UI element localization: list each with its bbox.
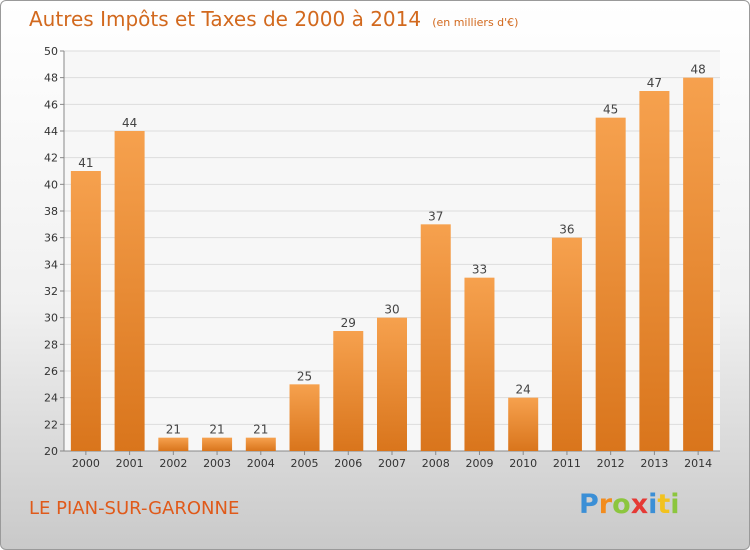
chart-title: Autres Impôts et Taxes de 2000 à 2014 bbox=[29, 7, 422, 31]
bar-2004 bbox=[245, 437, 276, 451]
bar-value-label: 47 bbox=[647, 76, 662, 90]
bar-value-label: 36 bbox=[559, 223, 574, 237]
bar-2012 bbox=[595, 117, 626, 452]
y-tick-label: 46 bbox=[44, 98, 58, 111]
bar-value-label: 30 bbox=[384, 303, 399, 317]
x-tick-label: 2013 bbox=[640, 457, 668, 470]
y-tick-label: 42 bbox=[44, 152, 58, 165]
logo-letter: P bbox=[579, 489, 599, 520]
x-tick-label: 2002 bbox=[159, 457, 187, 470]
bar-2002 bbox=[158, 437, 189, 451]
y-tick-label: 20 bbox=[44, 445, 58, 458]
x-tick-label: 2003 bbox=[203, 457, 231, 470]
bar-2006 bbox=[333, 331, 364, 451]
bar-value-label: 33 bbox=[472, 263, 487, 277]
y-tick-label: 48 bbox=[44, 72, 58, 85]
bar-value-label: 45 bbox=[603, 103, 618, 117]
logo-letter: i bbox=[670, 489, 680, 520]
y-tick-label: 44 bbox=[44, 125, 58, 138]
bar-2011 bbox=[551, 237, 582, 451]
x-tick-label: 2006 bbox=[334, 457, 362, 470]
x-tick-label: 2010 bbox=[509, 457, 537, 470]
logo-letter: t bbox=[657, 489, 671, 520]
bar-value-label: 48 bbox=[690, 63, 705, 77]
chart-subtitle: (en milliers d'€) bbox=[432, 16, 519, 29]
bar-2010 bbox=[508, 397, 539, 451]
bar-value-label: 21 bbox=[166, 423, 181, 437]
y-tick-label: 30 bbox=[44, 312, 58, 325]
logo-letter: r bbox=[598, 489, 613, 520]
logo-letter: x bbox=[630, 489, 649, 520]
bar-value-label: 21 bbox=[253, 423, 268, 437]
x-tick-label: 2005 bbox=[291, 457, 319, 470]
x-tick-label: 2008 bbox=[422, 457, 450, 470]
y-tick-label: 50 bbox=[44, 45, 58, 58]
y-tick-label: 26 bbox=[44, 365, 58, 378]
logo-letter: o bbox=[612, 489, 631, 520]
x-tick-label: 2011 bbox=[553, 457, 581, 470]
bar-2008 bbox=[420, 224, 451, 451]
y-tick-label: 38 bbox=[44, 205, 58, 218]
y-tick-label: 28 bbox=[44, 338, 58, 351]
y-tick-label: 34 bbox=[44, 258, 58, 271]
bar-2014 bbox=[683, 77, 714, 452]
y-tick-label: 24 bbox=[44, 392, 58, 405]
bar-2009 bbox=[464, 277, 495, 451]
bar-2000 bbox=[70, 171, 101, 451]
proxiti-logo: Proxiti bbox=[579, 489, 680, 520]
bar-2013 bbox=[639, 91, 670, 451]
bar-2003 bbox=[202, 437, 233, 451]
bar-2001 bbox=[114, 131, 145, 451]
bar-value-label: 24 bbox=[516, 383, 531, 397]
y-tick-label: 32 bbox=[44, 285, 58, 298]
bar-value-label: 21 bbox=[209, 423, 224, 437]
x-tick-label: 2007 bbox=[378, 457, 406, 470]
y-tick-label: 36 bbox=[44, 232, 58, 245]
y-tick-label: 22 bbox=[44, 418, 58, 431]
x-tick-label: 2000 bbox=[72, 457, 100, 470]
y-tick-label: 40 bbox=[44, 178, 58, 191]
x-tick-label: 2012 bbox=[597, 457, 625, 470]
logo-letter: i bbox=[648, 489, 658, 520]
bar-value-label: 44 bbox=[122, 116, 137, 130]
labels: 41 44 21 21 21 25 29 30 37 33 24 36 45 47 48 bbox=[78, 63, 706, 437]
x-tick-label: 2001 bbox=[116, 457, 144, 470]
bar-value-label: 29 bbox=[341, 316, 356, 330]
bar-value-label: 41 bbox=[78, 156, 93, 170]
commune-name: LE PIAN-SUR-GARONNE bbox=[29, 498, 240, 519]
title-row: Autres Impôts et Taxes de 2000 à 2014 (e… bbox=[29, 7, 518, 31]
bar-2005 bbox=[289, 384, 320, 451]
bar-value-label: 37 bbox=[428, 209, 443, 223]
x-tick-label: 2009 bbox=[465, 457, 493, 470]
bar-value-label: 25 bbox=[297, 369, 312, 383]
bar-2007 bbox=[377, 317, 407, 451]
bars bbox=[70, 77, 714, 452]
x-tick-label: 2004 bbox=[247, 457, 275, 470]
x-tick-label: 2014 bbox=[684, 457, 712, 470]
